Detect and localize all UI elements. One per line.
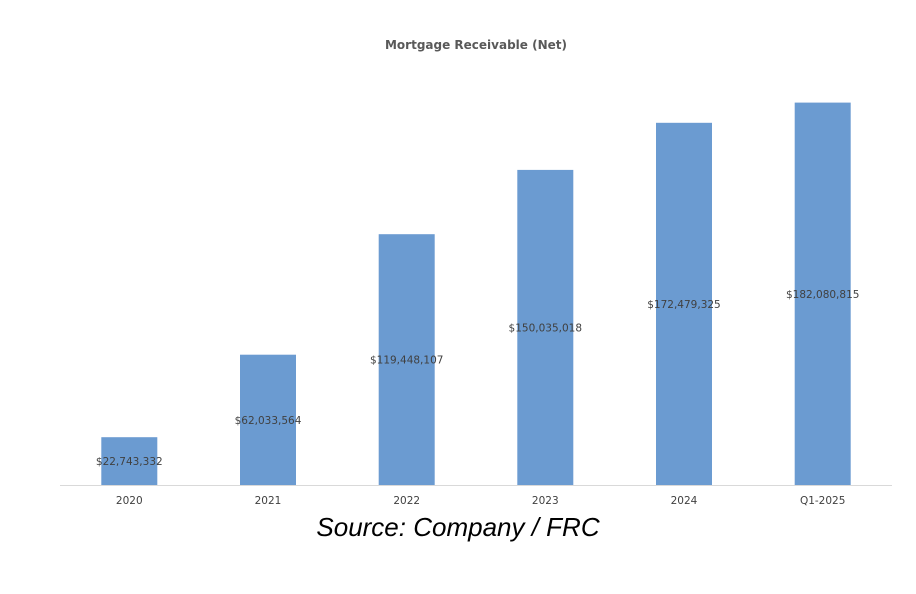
data-label-2020: $22,743,332: [96, 456, 163, 468]
data-label-2023: $150,035,018: [509, 323, 582, 335]
x-tick-label-2021: 2021: [255, 495, 282, 507]
data-label-2022: $119,448,107: [370, 355, 443, 367]
x-tick-labels-layer: 2020 2021 2022 2023 2024 Q1-2025: [116, 495, 846, 507]
bar-2022: [378, 234, 435, 485]
bars-layer: [101, 102, 851, 486]
bar-q1-2025: [794, 102, 851, 485]
data-label-2024: $172,479,325: [647, 299, 720, 311]
bar-2021: [240, 354, 296, 485]
bar-2020: [101, 437, 158, 485]
data-labels-layer: $22,743,332 $62,033,564 $119,448,107 $150,0…: [96, 289, 860, 468]
chart-title: Mortgage Receivable (Net): [385, 38, 567, 52]
data-label-q1-2025: $182,080,815: [786, 289, 859, 301]
x-tick-label-q1-2025: Q1-2025: [800, 495, 845, 507]
data-label-2021: $62,033,564: [235, 415, 302, 427]
x-tick-label-2022: 2022: [393, 495, 420, 507]
bar-2023: [517, 169, 574, 485]
x-tick-label-2024: 2024: [671, 495, 698, 507]
x-tick-label-2023: 2023: [532, 495, 559, 507]
source-caption: Source: Company / FRC: [316, 512, 600, 542]
x-tick-label-2020: 2020: [116, 495, 143, 507]
bar-2024: [656, 122, 712, 486]
